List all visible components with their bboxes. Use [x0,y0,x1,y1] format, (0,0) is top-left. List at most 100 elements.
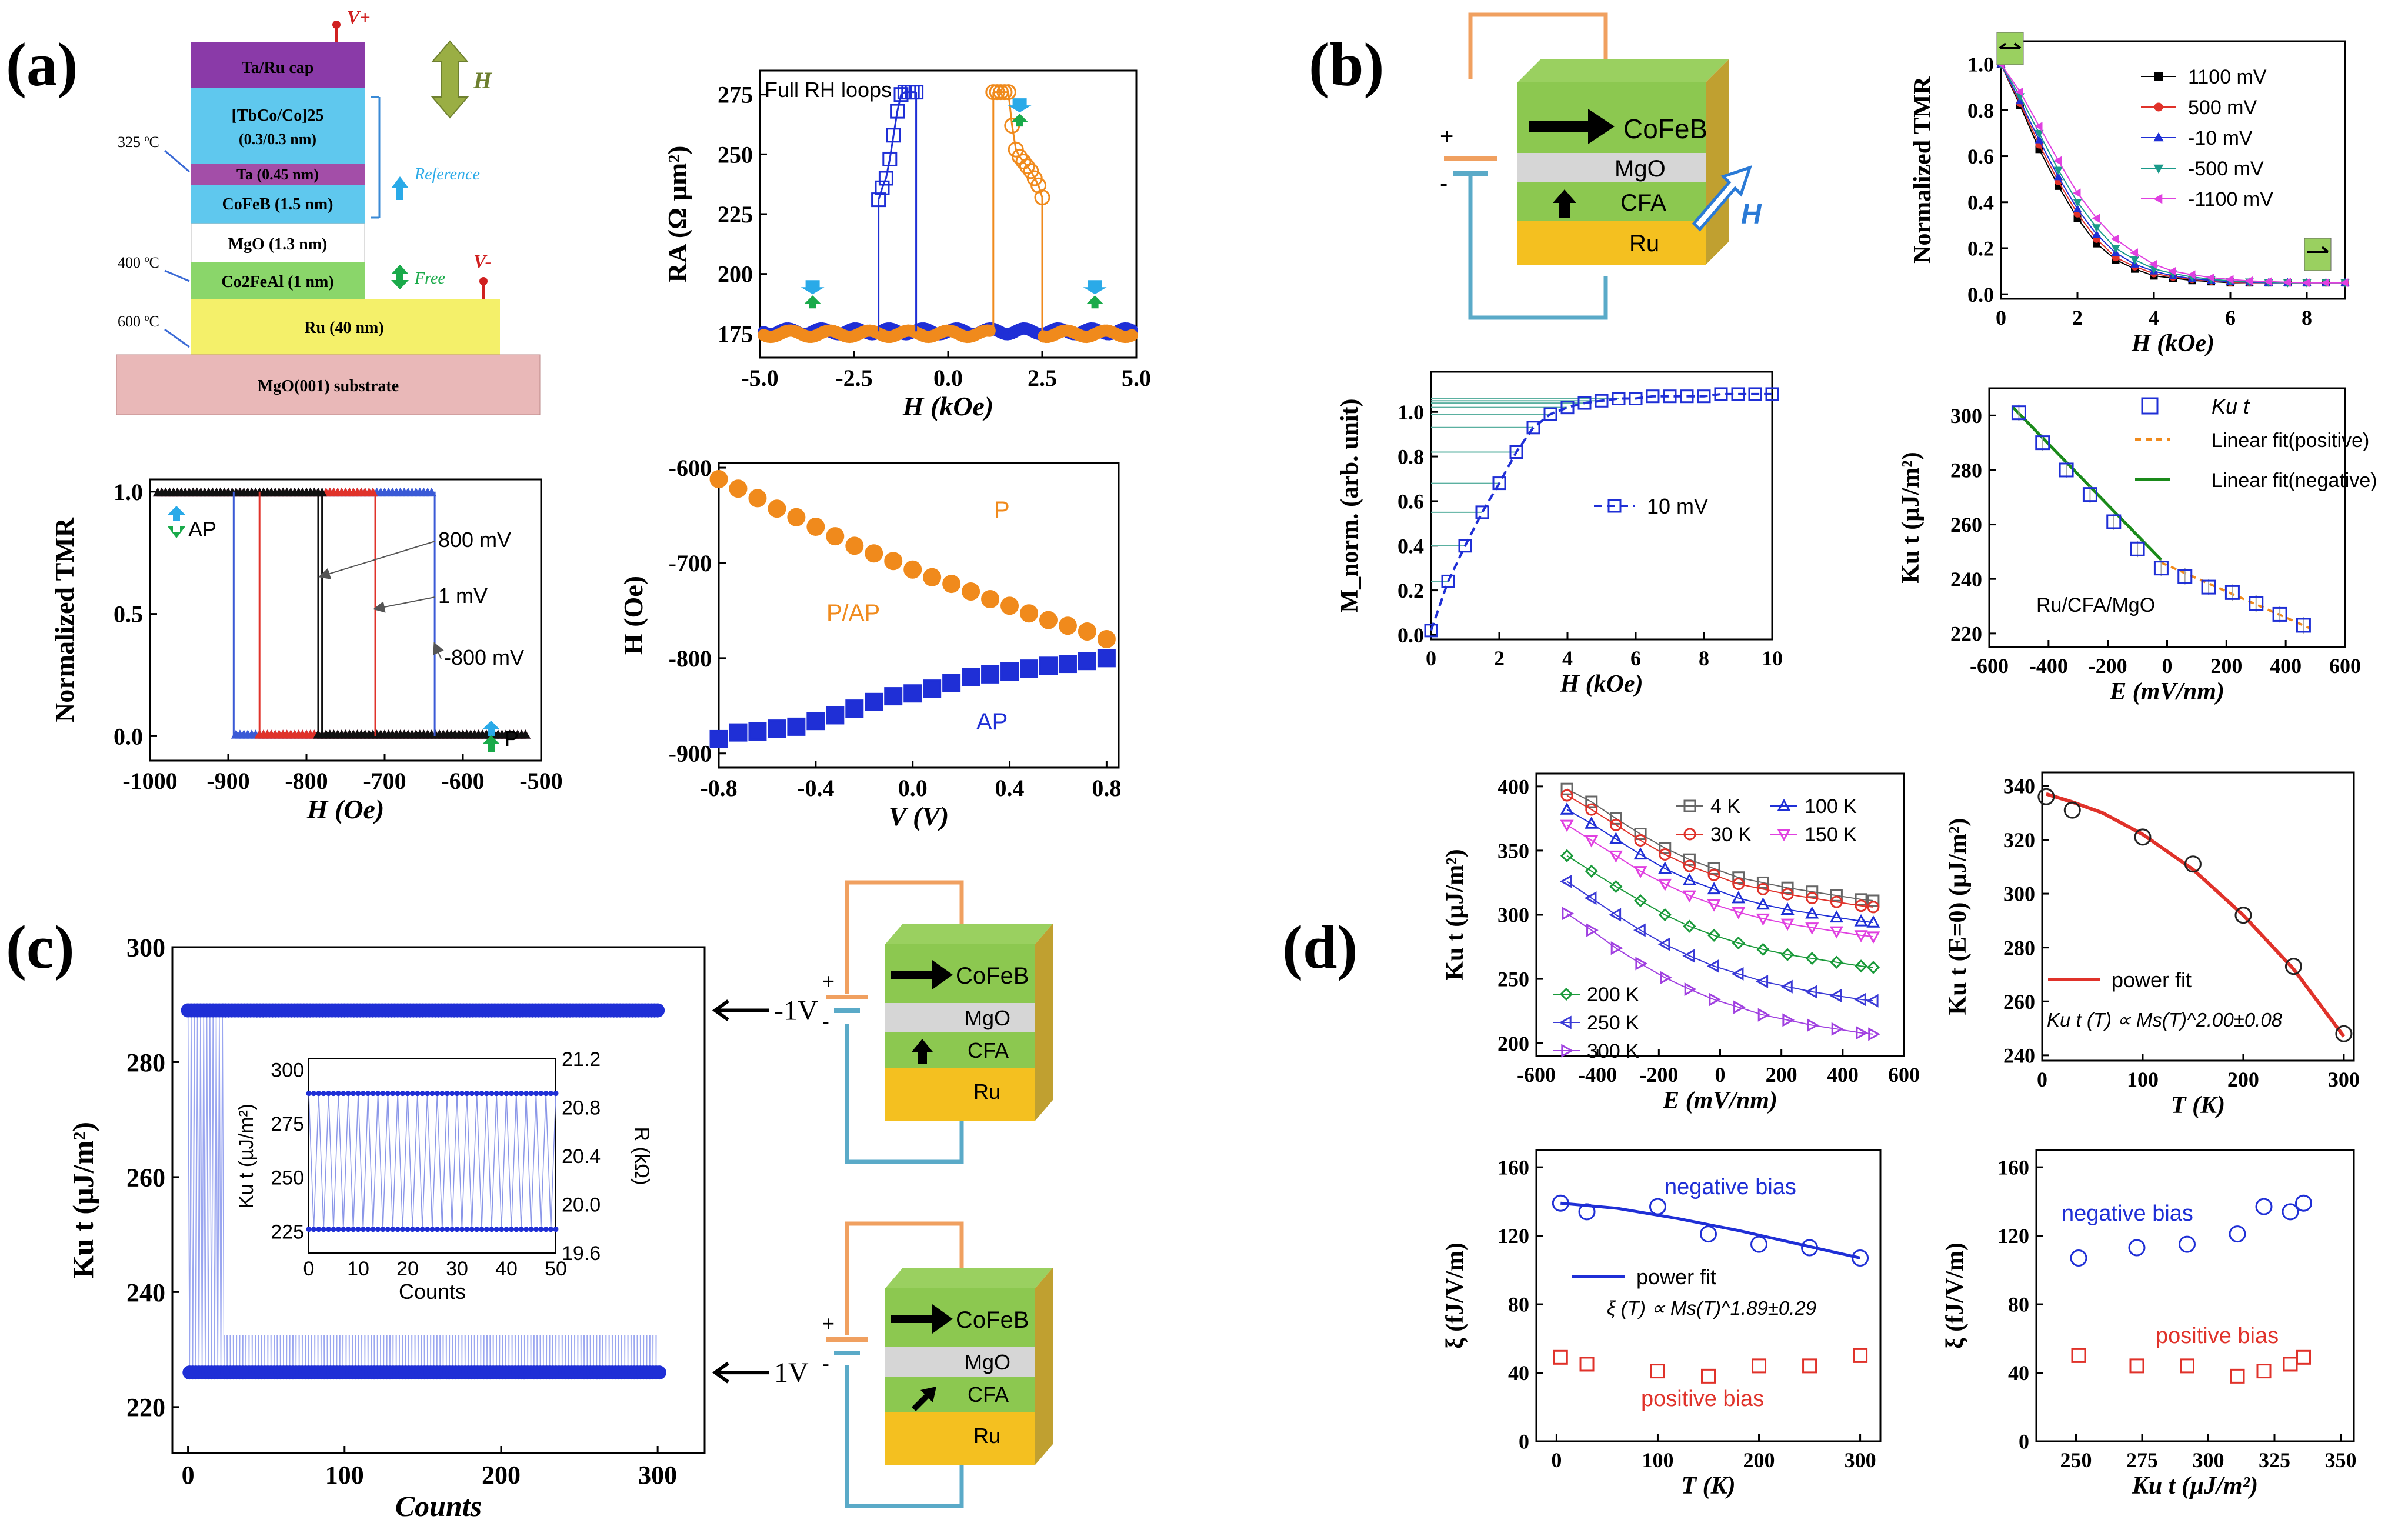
b_tmr-line [2000,64,2345,284]
d_kut-legend-text: 300 K [1587,1040,1639,1062]
a_hv-P-point [768,499,786,518]
b_tmr-point [2206,273,2214,282]
a_hv-AP-point [981,665,1000,684]
c_main-level-arrow-icon [712,999,769,1021]
d_kut0-ytick-label: 260 [2003,990,2035,1014]
c_main-xtick-label: 300 [638,1461,677,1489]
d_xiT-neg-point [1578,1203,1596,1221]
d_kut-point [1609,832,1623,844]
wire-top-c2 [845,1221,964,1335]
c_main-inset-high-point [523,1091,529,1097]
reference-arrow-icon [391,176,409,200]
d_xiK-neg-point [2128,1239,2146,1257]
d_xiT-pos-point [1553,1349,1568,1365]
vplus-dot-icon [332,21,341,29]
b_tmr-point [2072,188,2081,198]
b_kut-point [2106,514,2122,529]
b_tmr-point [2035,135,2044,144]
d_kut-point [1731,967,1744,981]
d_xiT-annotation: ξ (T) ∝ Ms(T)^1.89±0.29 [1607,1297,1816,1319]
d_kut-point [1756,913,1770,926]
c_main-inset-low-point [311,1227,316,1232]
c_main-inset-high-point [464,1091,470,1097]
a_hv-xtick-label: -0.4 [797,775,834,801]
d_xiT-ytick-label: 120 [1498,1224,1529,1248]
b_m-legend-marker [1607,499,1622,513]
d_kut0-frame [2041,771,2355,1062]
d_xiT-pos-point [1701,1368,1716,1384]
d_kut-point [1609,850,1623,863]
c_main-inset-low-point [370,1227,376,1232]
c_main-inset-low-point [321,1227,326,1232]
d_kut-point [1732,878,1745,891]
a_tmr-p-arrow2-icon [482,735,500,752]
c_main-inset-low-point [538,1227,544,1232]
c_main-inset-xtick-label: 0 [303,1258,315,1280]
b_tmr-point [2302,278,2310,288]
battery-minus-c1: - [822,1009,829,1033]
anneal-temp-325: 325 ºC [118,134,159,151]
d_kut-point [1658,878,1672,891]
b_tmr-legend-marker [2153,164,2164,174]
free-label: Free [414,269,445,288]
d_xiT-neg-point [1750,1235,1768,1253]
b_m-ytick-label: 1.0 [1398,401,1424,424]
d_kut-point [1830,889,1843,902]
battery-plus-c2: + [822,1311,835,1335]
a_hv-AP-point [845,699,864,718]
d_kut-ytick-label: 300 [1498,904,1529,927]
a_hv-label-pap: P/AP [826,600,880,626]
d_kut-point [1756,897,1770,910]
c_main-inset-low-point [449,1227,455,1232]
b_tmr-point [2187,270,2196,279]
b_tmr-legend-text: -1100 mV [2188,188,2273,211]
a_hv-ytick-label: -600 [669,455,712,481]
b_tmr-point [2092,229,2102,238]
block-top-face-b [1517,59,1729,82]
a_hv-AP-point [709,729,728,748]
c_main-inset-low-point [454,1227,460,1232]
wire-bottom-b [1468,174,1608,320]
c_main-inset-high-point [439,1091,445,1097]
a_tmr-xtick-label: -1000 [122,768,177,794]
b_kut-legend-text-2: Linear fit(negative) [2212,469,2377,492]
device-b-mgo-label: MgO [1615,156,1666,182]
a_hv-xtick-label: 0.0 [898,775,928,801]
a_rh-blue-point [871,192,886,208]
a_tmr-ap-arrow2-icon [168,526,185,538]
b_m-xtick-label: 8 [1699,646,1709,670]
b_m-point [1560,401,1575,415]
d_kut-legend-marker [1777,798,1791,811]
a_tmr-ylabel: Normalized TMR [49,517,79,722]
c_main-inset-low-point [469,1227,475,1232]
block-ru-c2 [885,1412,1035,1465]
c_main-inset-high-point [321,1091,326,1097]
a_rh-blue-point [909,85,924,100]
stack-layer-cofeb [191,185,365,224]
b_m-point [1543,407,1557,421]
chart-b_m: 0 2 4 6 8 10 0.0 0.2 0.4 0.6 0.8 1.0 H (kOe) M_norm. … [1336,371,1783,698]
d_kut-legend-text: 150 K [1805,824,1857,846]
d_kut-point [1707,868,1720,881]
device-schematic-c-top: + - CoFeB MgO CFA Ru [822,880,1053,1164]
c_main-inset-high-point [360,1091,366,1097]
d_kut-ytick-label: 400 [1498,775,1529,798]
d_kut-point [1781,888,1794,901]
block-cfa-c1 [885,1032,1035,1068]
stack-layer-cofeb-label: CoFeB (1.5 nm) [222,195,333,214]
a_tmr-label: -800 mV [444,645,524,669]
d_xiK-xtick-label: 350 [2325,1448,2357,1472]
device-b-cofeb-label: CoFeB [1623,114,1707,144]
b_tmr-point [2053,172,2063,181]
d_xiT-xtick-label: 200 [1743,1448,1775,1472]
b_m-ytick-label: 0.4 [1398,534,1424,558]
b_tmr-xtick-label: 2 [2072,306,2083,329]
d_kut-point [1829,926,1843,939]
d_kut-point [1866,994,1879,1008]
temp-pointer-600 [164,328,190,348]
d_xiK-ytick-label: 80 [2008,1293,2029,1317]
b_tmr-xtick-label: 0 [1996,306,2006,329]
d_kut0-ytick-label: 280 [2003,936,2035,959]
d_kut-point [1757,1008,1770,1022]
